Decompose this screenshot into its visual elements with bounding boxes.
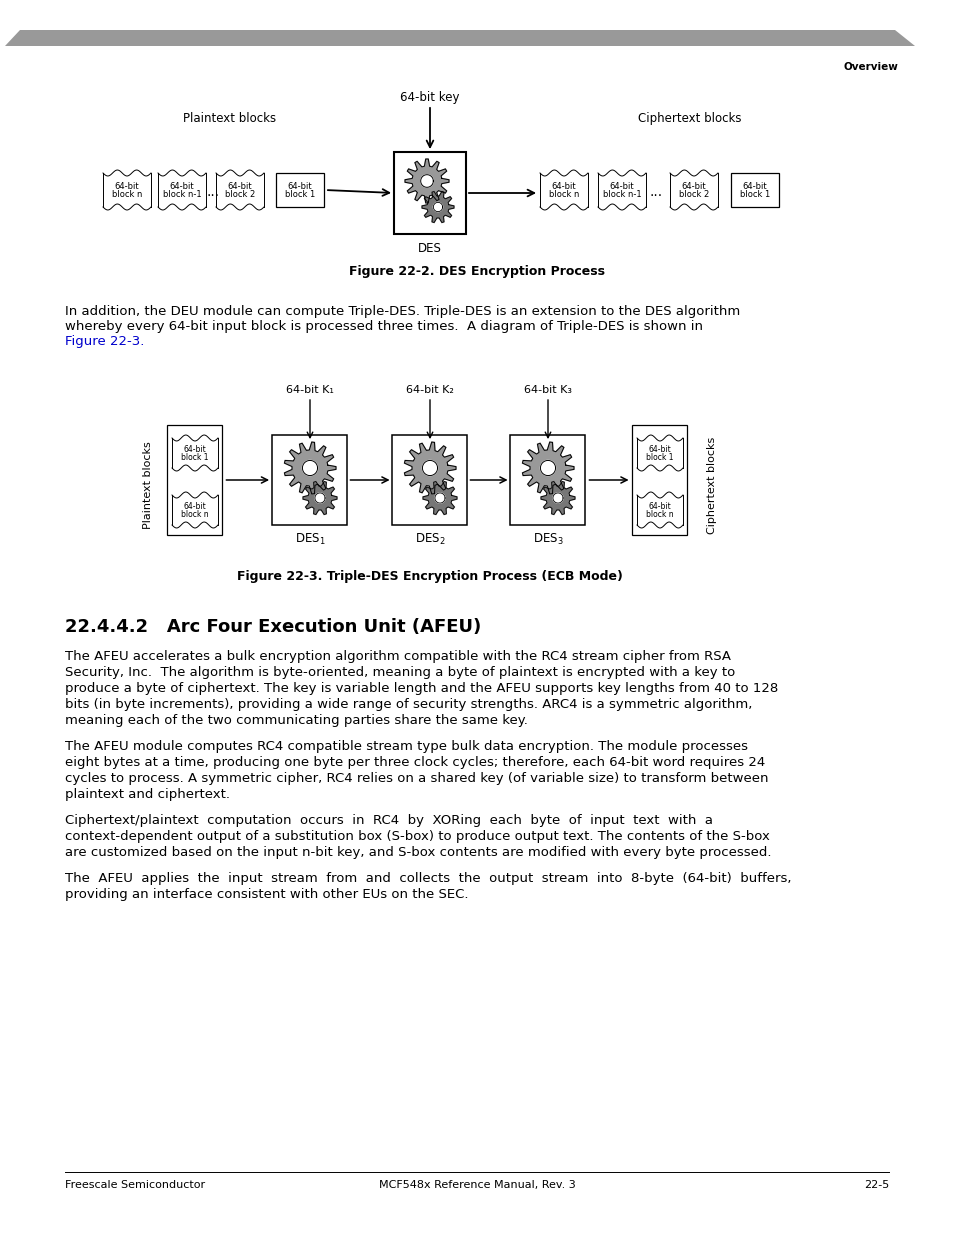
Text: block 1: block 1	[645, 453, 673, 462]
Text: 64-bit: 64-bit	[681, 182, 705, 191]
Bar	[632, 425, 687, 535]
Polygon shape	[433, 203, 442, 211]
Polygon shape	[420, 174, 433, 188]
Polygon shape	[540, 461, 555, 475]
Polygon shape	[284, 442, 335, 494]
Text: eight bytes at a time, producing one byte per three clock cycles; therefore, eac: eight bytes at a time, producing one byt…	[65, 756, 764, 769]
Text: meaning each of the two communicating parties share the same key.: meaning each of the two communicating pa…	[65, 714, 527, 727]
Text: block n-1: block n-1	[163, 190, 201, 199]
Polygon shape	[302, 461, 317, 475]
PathPatch shape	[669, 170, 718, 210]
Text: DES: DES	[417, 242, 441, 254]
Text: block 2: block 2	[225, 190, 254, 199]
Text: In addition, the DEU module can compute Triple-DES. Triple-DES is an extension t: In addition, the DEU module can compute …	[65, 305, 740, 317]
Text: Security, Inc.  The algorithm is byte-oriented, meaning a byte of plaintext is e: Security, Inc. The algorithm is byte-ori…	[65, 666, 735, 679]
Text: 22-5: 22-5	[862, 1179, 888, 1191]
Polygon shape	[553, 493, 562, 503]
Text: ...: ...	[649, 185, 662, 199]
Text: 64-bit: 64-bit	[228, 182, 252, 191]
Bar	[392, 435, 467, 525]
Text: are customized based on the input n-bit key, and S-box contents are modified wit: are customized based on the input n-bit …	[65, 846, 771, 860]
Bar	[394, 152, 465, 233]
Polygon shape	[5, 30, 914, 46]
Text: block n: block n	[112, 190, 142, 199]
PathPatch shape	[172, 435, 218, 471]
Text: DES$_1$: DES$_1$	[294, 532, 325, 547]
Text: 64-bit: 64-bit	[741, 182, 766, 191]
Text: Overview: Overview	[842, 62, 897, 72]
Text: Figure 22-3.: Figure 22-3.	[65, 335, 144, 348]
Text: Ciphertext blocks: Ciphertext blocks	[706, 436, 717, 534]
PathPatch shape	[103, 170, 151, 210]
Text: DES$_3$: DES$_3$	[532, 532, 562, 547]
Text: block n: block n	[548, 190, 578, 199]
Text: 64-bit K₂: 64-bit K₂	[406, 385, 454, 395]
Polygon shape	[522, 442, 574, 494]
Polygon shape	[422, 461, 437, 475]
Text: plaintext and ciphertext.: plaintext and ciphertext.	[65, 788, 230, 802]
Text: Figure 22-2. DES Encryption Process: Figure 22-2. DES Encryption Process	[349, 266, 604, 278]
Bar	[730, 173, 779, 207]
Text: Ciphertext blocks: Ciphertext blocks	[638, 112, 741, 125]
Text: bits (in byte increments), providing a wide range of security strengths. ARC4 is: bits (in byte increments), providing a w…	[65, 698, 752, 711]
Bar	[168, 425, 222, 535]
PathPatch shape	[172, 492, 218, 529]
Text: 64-bit: 64-bit	[648, 501, 671, 511]
Text: 64-bit: 64-bit	[288, 182, 312, 191]
Text: 64-bit: 64-bit	[183, 445, 206, 454]
Polygon shape	[405, 159, 449, 203]
Text: 64-bit: 64-bit	[648, 445, 671, 454]
Text: 64-bit: 64-bit	[551, 182, 576, 191]
Text: 64-bit: 64-bit	[183, 501, 206, 511]
Text: Plaintext blocks: Plaintext blocks	[183, 112, 276, 125]
Text: block n: block n	[645, 510, 673, 519]
PathPatch shape	[158, 170, 206, 210]
PathPatch shape	[539, 170, 587, 210]
Polygon shape	[421, 191, 454, 222]
Text: Figure 22-3. Triple-DES Encryption Process (ECB Mode): Figure 22-3. Triple-DES Encryption Proce…	[236, 571, 622, 583]
Text: The AFEU module computes RC4 compatible stream type bulk data encryption. The mo: The AFEU module computes RC4 compatible …	[65, 740, 747, 753]
Text: block n-1: block n-1	[602, 190, 640, 199]
Polygon shape	[303, 482, 336, 515]
Bar	[510, 435, 585, 525]
Text: 22.4.4.2   Arc Four Execution Unit (AFEU): 22.4.4.2 Arc Four Execution Unit (AFEU)	[65, 618, 480, 636]
Polygon shape	[422, 482, 456, 515]
Text: providing an interface consistent with other EUs on the SEC.: providing an interface consistent with o…	[65, 888, 468, 902]
Polygon shape	[435, 493, 444, 503]
Text: 64-bit K₃: 64-bit K₃	[523, 385, 572, 395]
Text: DES$_2$: DES$_2$	[415, 532, 445, 547]
Text: cycles to process. A symmetric cipher, RC4 relies on a shared key (of variable s: cycles to process. A symmetric cipher, R…	[65, 772, 768, 785]
Text: The  AFEU  applies  the  input  stream  from  and  collects  the  output  stream: The AFEU applies the input stream from a…	[65, 872, 791, 885]
Text: block 1: block 1	[285, 190, 314, 199]
PathPatch shape	[598, 170, 645, 210]
Bar	[275, 173, 324, 207]
Text: 64-bit: 64-bit	[114, 182, 139, 191]
Polygon shape	[314, 493, 325, 503]
Bar	[273, 435, 347, 525]
Text: 64-bit key: 64-bit key	[400, 91, 459, 104]
PathPatch shape	[637, 435, 682, 471]
Polygon shape	[404, 442, 456, 494]
Text: 64-bit K₁: 64-bit K₁	[286, 385, 334, 395]
PathPatch shape	[637, 492, 682, 529]
Text: whereby every 64-bit input block is processed three times.  A diagram of Triple-: whereby every 64-bit input block is proc…	[65, 320, 702, 333]
Polygon shape	[540, 482, 575, 515]
Text: Ciphertext/plaintext  computation  occurs  in  RC4  by  XORing  each  byte  of  : Ciphertext/plaintext computation occurs …	[65, 814, 712, 827]
Text: MCF548x Reference Manual, Rev. 3: MCF548x Reference Manual, Rev. 3	[378, 1179, 575, 1191]
Text: 64-bit: 64-bit	[170, 182, 194, 191]
Text: block n: block n	[181, 510, 209, 519]
Text: block 1: block 1	[181, 453, 209, 462]
Text: block 2: block 2	[679, 190, 708, 199]
Text: Plaintext blocks: Plaintext blocks	[143, 441, 152, 529]
PathPatch shape	[215, 170, 264, 210]
Text: Freescale Semiconductor: Freescale Semiconductor	[65, 1179, 205, 1191]
Text: ...: ...	[206, 185, 219, 199]
Text: block 1: block 1	[740, 190, 769, 199]
Text: context-dependent output of a substitution box (S-box) to produce output text. T: context-dependent output of a substituti…	[65, 830, 769, 844]
Text: The AFEU accelerates a bulk encryption algorithm compatible with the RC4 stream : The AFEU accelerates a bulk encryption a…	[65, 650, 730, 663]
Text: produce a byte of ciphertext. The key is variable length and the AFEU supports k: produce a byte of ciphertext. The key is…	[65, 682, 778, 695]
Text: 64-bit: 64-bit	[609, 182, 634, 191]
